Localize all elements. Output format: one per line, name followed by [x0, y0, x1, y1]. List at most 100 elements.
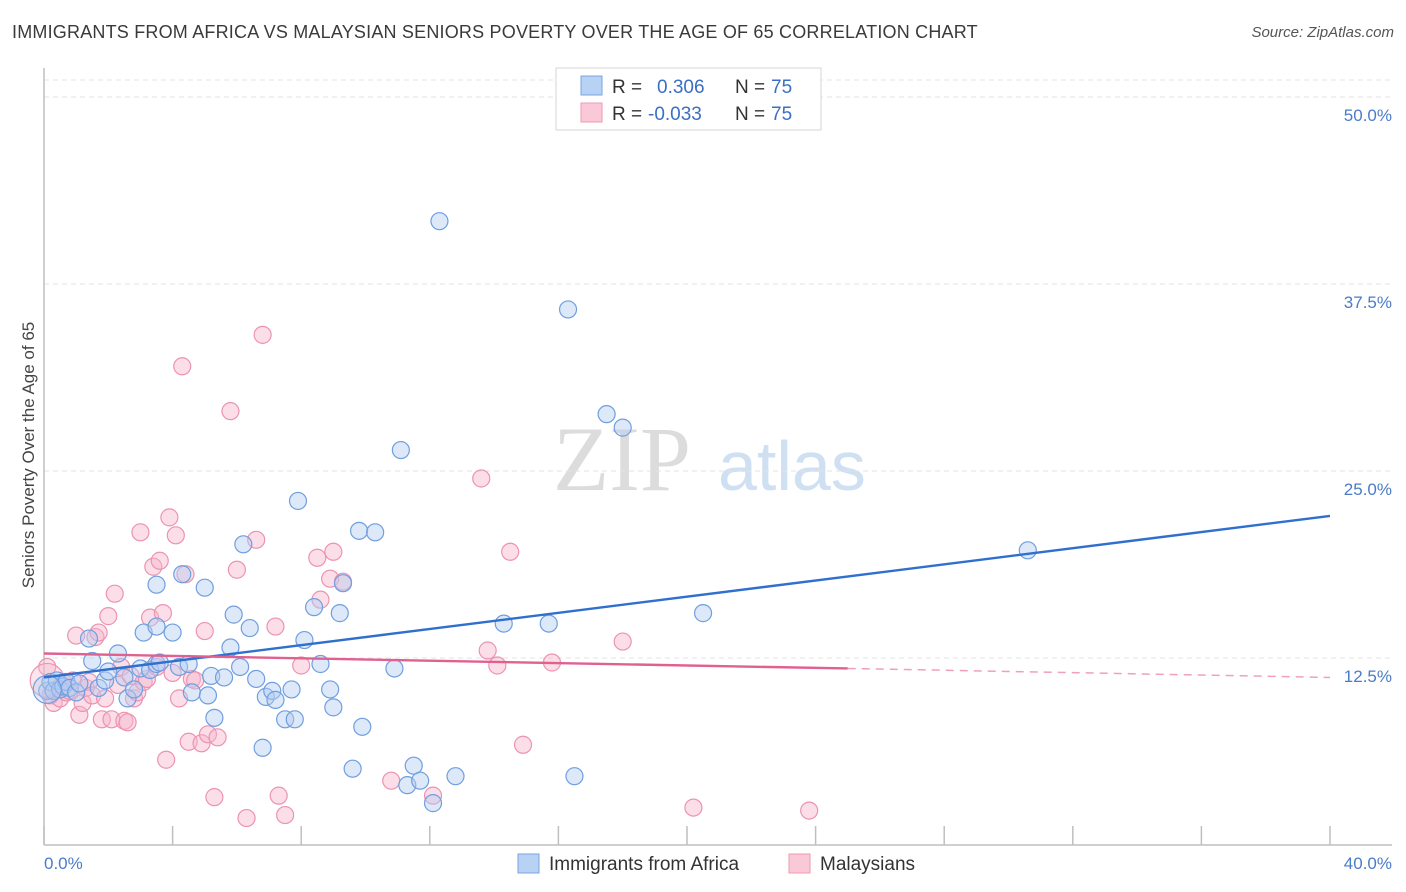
correlation-legend: R = 0.306 N = 75 R = -0.033 N = 75	[555, 67, 822, 131]
bottom-legend-africa: Immigrants from Africa	[549, 854, 739, 875]
point-malaysians	[382, 771, 401, 790]
point-malaysians	[276, 805, 295, 825]
point-malaysians	[478, 641, 497, 660]
point-africa	[231, 657, 250, 677]
series-legend: Immigrants from Africa Malaysians	[517, 853, 915, 875]
point-africa	[205, 708, 224, 727]
legend-n-value-1: 75	[771, 77, 792, 98]
point-africa	[276, 710, 295, 729]
point-africa	[366, 523, 385, 542]
bottom-legend-malaysians: Malaysians	[820, 854, 915, 875]
point-africa	[224, 605, 243, 624]
point-africa	[147, 575, 166, 594]
point-africa	[266, 690, 285, 709]
point-africa	[385, 659, 404, 678]
point-malaysians	[195, 621, 214, 641]
point-malaysians	[423, 786, 443, 805]
point-africa	[99, 662, 118, 681]
point-africa	[423, 794, 443, 813]
point-malaysians	[324, 542, 343, 561]
watermark-zip: ZIP	[553, 408, 691, 510]
point-africa	[324, 698, 343, 717]
point-malaysians	[292, 656, 311, 675]
legend-swatch-malaysians	[580, 102, 603, 123]
point-malaysians	[253, 325, 272, 344]
watermark-atlas: atlas	[718, 427, 866, 505]
point-malaysians	[501, 542, 520, 561]
point-malaysians	[192, 734, 211, 753]
point-africa	[282, 680, 301, 699]
grid-lines	[44, 79, 1392, 659]
point-malaysians	[472, 469, 491, 488]
x-tick-label-min: 0.0%	[44, 854, 83, 873]
legend-r-label-1: R =	[612, 77, 642, 98]
point-malaysians	[227, 560, 246, 579]
y-tick-label: 12.5%	[1344, 667, 1392, 686]
bottom-legend-swatch-africa	[517, 853, 540, 874]
point-malaysians	[99, 607, 118, 626]
point-malaysians	[118, 713, 137, 732]
point-africa	[214, 668, 234, 687]
point-malaysians	[221, 402, 240, 421]
point-africa-cluster	[32, 674, 62, 705]
point-africa	[182, 683, 201, 702]
trend-line-africa	[43, 514, 1331, 679]
point-africa	[198, 686, 218, 705]
point-malaysians	[266, 617, 285, 636]
trend-line-malaysians	[43, 652, 848, 670]
chart-title: IMMIGRANTS FROM AFRICA VS MALAYSIAN SENI…	[12, 22, 978, 42]
point-africa	[240, 618, 259, 638]
point-africa	[539, 614, 558, 633]
point-malaysians	[89, 623, 108, 642]
point-malaysians	[208, 728, 227, 747]
legend-r-value-2: -0.033	[648, 104, 702, 125]
point-africa	[565, 767, 584, 786]
trend-lines	[43, 514, 1331, 679]
point-africa	[353, 717, 372, 736]
point-africa	[253, 738, 272, 757]
point-africa	[613, 418, 632, 437]
point-africa	[321, 680, 340, 699]
x-ticks	[43, 826, 1331, 845]
point-malaysians	[488, 656, 507, 675]
point-africa	[494, 614, 513, 633]
legend-r-label-2: R =	[612, 104, 642, 125]
point-malaysians	[800, 801, 819, 820]
point-africa	[349, 521, 369, 540]
legend-swatch-africa	[580, 75, 603, 96]
point-malaysians	[70, 705, 89, 724]
point-malaysians	[95, 689, 115, 708]
trend-line-malaysians-extension	[847, 667, 1331, 679]
point-africa	[173, 565, 192, 584]
point-africa	[693, 604, 713, 623]
point-malaysians	[79, 672, 99, 692]
point-africa	[343, 759, 362, 778]
point-africa	[411, 771, 430, 790]
point-africa	[304, 598, 324, 617]
point-africa	[234, 535, 253, 554]
point-africa	[83, 651, 102, 671]
point-africa	[1018, 541, 1037, 560]
point-africa	[108, 644, 128, 663]
legend-n-label-2: N =	[735, 104, 765, 125]
point-malaysians	[173, 357, 192, 376]
x-tick-label-max: 40.0%	[1344, 854, 1392, 873]
point-africa	[430, 212, 449, 231]
point-malaysians	[308, 548, 327, 567]
axes	[43, 68, 1392, 846]
point-malaysians	[157, 750, 176, 769]
y-tick-label: 37.5%	[1344, 293, 1392, 312]
point-africa	[247, 669, 266, 689]
point-malaysians	[150, 551, 169, 570]
point-africa	[70, 674, 89, 693]
source-label: Source: ZipAtlas.com	[1251, 24, 1394, 41]
point-malaysians	[269, 786, 288, 805]
bottom-legend-swatch-malaysians	[788, 853, 811, 874]
point-africa	[333, 574, 353, 593]
point-malaysians	[73, 693, 92, 712]
point-africa	[404, 756, 423, 775]
point-africa	[195, 578, 214, 597]
point-malaysians	[205, 788, 224, 807]
point-africa	[163, 623, 182, 642]
